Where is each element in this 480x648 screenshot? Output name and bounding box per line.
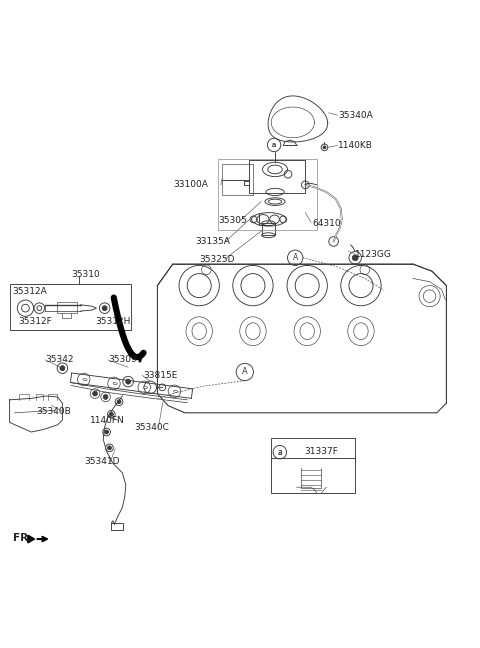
Text: 35342: 35342 bbox=[46, 356, 74, 364]
Bar bbox=[218, 159, 317, 231]
Circle shape bbox=[126, 379, 131, 384]
Circle shape bbox=[93, 391, 97, 396]
Circle shape bbox=[60, 365, 65, 371]
Circle shape bbox=[103, 395, 108, 399]
Circle shape bbox=[108, 446, 111, 450]
Text: 35309: 35309 bbox=[108, 356, 137, 364]
Text: 64310: 64310 bbox=[312, 219, 341, 227]
Text: a: a bbox=[272, 142, 276, 148]
Text: 1123GG: 1123GG bbox=[355, 250, 392, 259]
Text: 35340A: 35340A bbox=[338, 111, 373, 120]
Bar bbox=[249, 160, 305, 193]
Circle shape bbox=[105, 430, 108, 434]
Bar bbox=[57, 303, 77, 313]
Bar bbox=[10, 284, 131, 330]
Circle shape bbox=[102, 306, 107, 310]
Circle shape bbox=[109, 412, 113, 416]
Circle shape bbox=[117, 400, 121, 404]
Text: 35340B: 35340B bbox=[36, 407, 71, 416]
Text: 1140KB: 1140KB bbox=[338, 141, 373, 150]
Bar bbox=[111, 523, 123, 531]
Text: 35325D: 35325D bbox=[199, 255, 235, 264]
Text: 35341D: 35341D bbox=[84, 457, 120, 467]
Text: 31337F: 31337F bbox=[304, 446, 338, 456]
Text: 35340C: 35340C bbox=[134, 422, 169, 432]
Text: A: A bbox=[293, 253, 298, 262]
Text: 35312F: 35312F bbox=[18, 317, 52, 326]
Circle shape bbox=[352, 255, 358, 260]
Text: 1140FN: 1140FN bbox=[90, 417, 125, 426]
Text: 35305: 35305 bbox=[218, 216, 247, 226]
Bar bbox=[222, 164, 253, 195]
Polygon shape bbox=[28, 535, 35, 543]
Text: FR.: FR. bbox=[13, 533, 33, 542]
Text: A: A bbox=[242, 367, 248, 376]
Text: 35312A: 35312A bbox=[12, 287, 47, 296]
Text: a: a bbox=[277, 448, 282, 457]
Circle shape bbox=[323, 146, 326, 149]
Text: 33100A: 33100A bbox=[173, 180, 208, 189]
Text: 33815E: 33815E bbox=[143, 371, 178, 380]
Text: a: a bbox=[277, 448, 282, 457]
Text: 33135A: 33135A bbox=[195, 237, 230, 246]
Bar bbox=[262, 223, 275, 235]
Bar bbox=[271, 438, 355, 493]
Text: a: a bbox=[272, 142, 276, 148]
Text: 35310: 35310 bbox=[71, 270, 100, 279]
Text: 35312H: 35312H bbox=[95, 317, 131, 326]
